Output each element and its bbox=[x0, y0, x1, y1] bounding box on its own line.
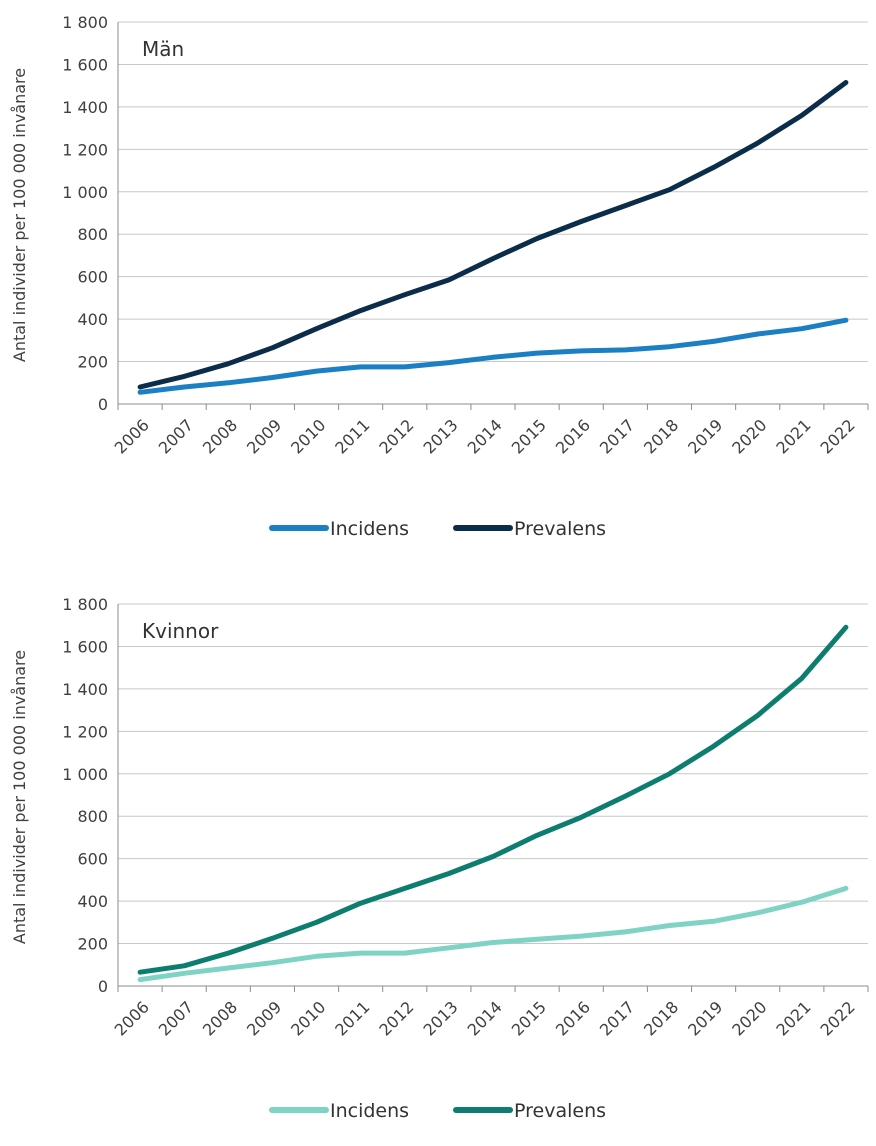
y-axis-label: Antal individer per 100 000 invånare bbox=[10, 650, 29, 944]
x-tick-label: 2007 bbox=[155, 997, 197, 1039]
y-tick-label: 1 400 bbox=[62, 680, 108, 699]
x-tick-label: 2012 bbox=[375, 415, 417, 457]
y-tick-label: 1 400 bbox=[62, 98, 108, 117]
x-tick-label: 2022 bbox=[817, 415, 859, 457]
panel-title: Män bbox=[142, 37, 184, 61]
x-tick-label: 2015 bbox=[508, 415, 550, 457]
y-tick-label: 800 bbox=[77, 807, 108, 826]
x-tick-label: 2022 bbox=[817, 997, 859, 1039]
legend-label-incidens: Incidens bbox=[330, 518, 409, 540]
y-tick-label: 1 600 bbox=[62, 55, 108, 74]
x-tick-label: 2019 bbox=[684, 997, 726, 1039]
y-tick-label: 1 200 bbox=[62, 140, 108, 159]
x-tick-label: 2020 bbox=[728, 997, 770, 1039]
legend-label-prevalens: Prevalens bbox=[514, 1100, 606, 1122]
chart-women: 0 200 400 600 800 1 000 1 200 1 400 1 600 1 800 20… bbox=[0, 582, 876, 1142]
y-tick-label: 1 800 bbox=[62, 13, 108, 32]
series-line-prevalens bbox=[137, 624, 849, 975]
x-tick-label: 2010 bbox=[287, 415, 329, 457]
y-tick-label: 400 bbox=[77, 892, 108, 911]
y-tick-label: 0 bbox=[98, 395, 108, 414]
x-tick-label: 2012 bbox=[375, 997, 417, 1039]
x-tick-label: 2013 bbox=[419, 997, 461, 1039]
y-tick-label: 200 bbox=[77, 353, 108, 372]
y-tick-label: 1 800 bbox=[62, 595, 108, 614]
x-tick-label: 2018 bbox=[640, 415, 682, 457]
x-tick-label: 2016 bbox=[552, 415, 594, 457]
y-tick-label: 1 200 bbox=[62, 722, 108, 741]
x-tick-label: 2009 bbox=[243, 997, 285, 1039]
y-tick-label: 1 000 bbox=[62, 765, 108, 784]
x-tick-label: 2019 bbox=[684, 415, 726, 457]
x-tick-label: 2021 bbox=[772, 415, 814, 457]
legend-label-incidens: Incidens bbox=[330, 1100, 409, 1122]
chart-men: 0 200 400 600 800 1 000 1 200 1 400 1 600 1 800 20… bbox=[0, 0, 876, 560]
panel-title: Kvinnor bbox=[142, 619, 219, 643]
x-tick-label: 2006 bbox=[111, 997, 153, 1039]
x-tick-label: 2008 bbox=[199, 997, 241, 1039]
y-axis-label: Antal individer per 100 000 invånare bbox=[10, 68, 29, 362]
y-tick-label: 400 bbox=[77, 310, 108, 329]
x-tick-label: 2021 bbox=[772, 997, 814, 1039]
x-tick-label: 2011 bbox=[331, 997, 373, 1039]
series-line-incidens bbox=[137, 885, 849, 983]
x-tick-label: 2018 bbox=[640, 997, 682, 1039]
y-tick-label: 600 bbox=[77, 268, 108, 287]
x-tick-label: 2010 bbox=[287, 997, 329, 1039]
line-chart-women: 0 200 400 600 800 1 000 1 200 1 400 1 600 1 800 20… bbox=[10, 595, 869, 1122]
x-tick-label: 2006 bbox=[111, 415, 153, 457]
x-tick-label: 2014 bbox=[464, 415, 506, 457]
y-tick-label: 600 bbox=[77, 850, 108, 869]
x-tick-label: 2009 bbox=[243, 415, 285, 457]
x-tick-label: 2020 bbox=[728, 415, 770, 457]
x-tick-label: 2017 bbox=[596, 997, 638, 1039]
x-tick-label: 2011 bbox=[331, 415, 373, 457]
line-chart-men: 0 200 400 600 800 1 000 1 200 1 400 1 600 1 800 20… bbox=[10, 13, 869, 540]
y-tick-label: 1 000 bbox=[62, 183, 108, 202]
x-tick-label: 2013 bbox=[419, 415, 461, 457]
x-tick-label: 2016 bbox=[552, 997, 594, 1039]
x-tick-label: 2014 bbox=[464, 997, 506, 1039]
x-tick-label: 2017 bbox=[596, 415, 638, 457]
x-tick-label: 2015 bbox=[508, 997, 550, 1039]
y-tick-label: 0 bbox=[98, 977, 108, 996]
y-tick-label: 800 bbox=[77, 225, 108, 244]
series-line-prevalens bbox=[137, 80, 849, 390]
series-line-incidens bbox=[137, 317, 849, 395]
y-tick-label: 1 600 bbox=[62, 637, 108, 656]
x-tick-label: 2007 bbox=[155, 415, 197, 457]
legend-label-prevalens: Prevalens bbox=[514, 518, 606, 540]
y-tick-label: 200 bbox=[77, 935, 108, 954]
x-tick-label: 2008 bbox=[199, 415, 241, 457]
